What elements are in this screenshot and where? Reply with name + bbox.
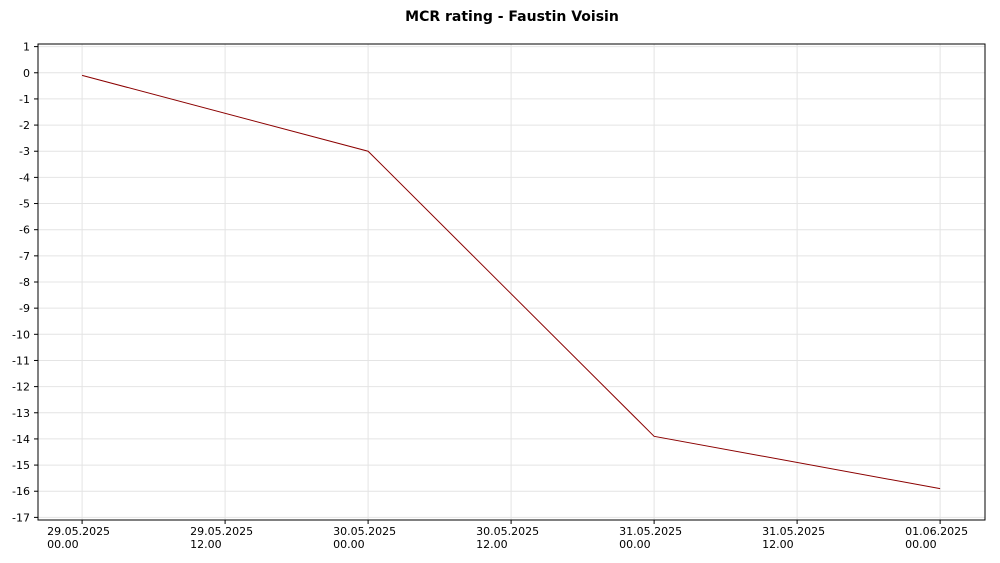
x-tick-label: 31.05.2025 00.00 bbox=[619, 525, 682, 551]
y-tick-label: -6 bbox=[19, 224, 30, 237]
y-tick-label: -1 bbox=[19, 93, 30, 106]
x-tick-label: 01.06.2025 00.00 bbox=[905, 525, 968, 551]
y-tick-label: -16 bbox=[12, 485, 30, 498]
y-tick-label: -8 bbox=[19, 276, 30, 289]
y-tick-label: -7 bbox=[19, 250, 30, 263]
x-tick-label-line: 01.06.2025 bbox=[905, 525, 968, 538]
x-tick-label: 30.05.2025 12.00 bbox=[476, 525, 539, 551]
y-tick-label: -5 bbox=[19, 198, 30, 211]
x-tick-label-line: 00.00 bbox=[333, 538, 365, 551]
chart-title: MCR rating - Faustin Voisin bbox=[405, 9, 619, 25]
y-tick-label: -2 bbox=[19, 119, 30, 132]
x-tick-label-line: 00.00 bbox=[905, 538, 937, 551]
x-tick-label-line: 31.05.2025 bbox=[762, 525, 825, 538]
line bbox=[81, 74, 941, 490]
x-tick-label: 29.05.2025 00.00 bbox=[47, 525, 110, 551]
x-tick-label-line: 30.05.2025 bbox=[333, 525, 396, 538]
x-tick-label-line: 00.00 bbox=[619, 538, 651, 551]
x-tick-label-line: 12.00 bbox=[762, 538, 794, 551]
x-tick-label-line: 12.00 bbox=[190, 538, 222, 551]
y-tick-label: -4 bbox=[19, 171, 30, 184]
x-tick-label: 29.05.2025 12.00 bbox=[190, 525, 253, 551]
x-tick-label: 31.05.2025 12.00 bbox=[762, 525, 825, 551]
y-tick-label: -12 bbox=[12, 381, 30, 394]
y-tick-label: -13 bbox=[12, 407, 30, 420]
y-tick-label: -15 bbox=[12, 459, 30, 472]
y-tick-label: -3 bbox=[19, 145, 30, 158]
x-tick-label-line: 29.05.2025 bbox=[47, 525, 110, 538]
y-tick-label: -9 bbox=[19, 302, 30, 315]
x-tick-label: 30.05.2025 00.00 bbox=[333, 525, 396, 551]
x-tick-label-line: 31.05.2025 bbox=[619, 525, 682, 538]
y-tick-label: -14 bbox=[12, 433, 30, 446]
plot-frame bbox=[37, 43, 986, 521]
y-tick-label: -11 bbox=[12, 354, 30, 367]
y-tick-label: -17 bbox=[12, 511, 30, 524]
x-tick-label-line: 30.05.2025 bbox=[476, 525, 539, 538]
x-tick-label-line: 12.00 bbox=[476, 538, 508, 551]
y-tick-label: 1 bbox=[23, 41, 30, 54]
x-tick-label-line: 00.00 bbox=[47, 538, 78, 551]
y-tick-label: 0 bbox=[23, 67, 30, 80]
y-tick-label: -10 bbox=[12, 328, 30, 341]
x-tick-label-line: 29.05.2025 bbox=[190, 525, 253, 538]
